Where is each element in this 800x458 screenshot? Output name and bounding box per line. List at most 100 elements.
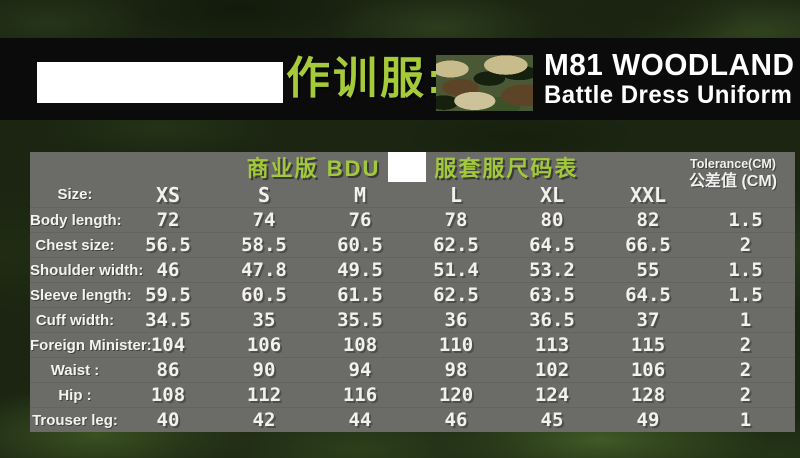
- measurement-row-label: Foreign Minister:: [30, 336, 152, 354]
- measurement-value: 53.2: [529, 259, 575, 281]
- measurement-value: 51.4: [433, 259, 479, 281]
- measurement-row-label: Trouser leg:: [32, 411, 118, 429]
- measurement-value: 60.5: [337, 234, 383, 256]
- measurement-value: 35: [252, 309, 276, 331]
- banner-title-line2: Battle Dress Uniform: [544, 81, 793, 109]
- measurement-value: 44: [348, 409, 372, 431]
- measurement-row-label: Shoulder width:: [30, 261, 144, 279]
- measurement-row: Trouser leg: 40 42 44 46 45 49 1: [30, 407, 795, 432]
- tolerance-value: 1.5: [728, 284, 763, 306]
- measurement-value: 64.5: [625, 284, 671, 306]
- measurement-row-label: Chest size:: [35, 236, 115, 254]
- measurement-value: 55: [636, 259, 660, 281]
- measurement-value: 90: [252, 359, 276, 381]
- measurement-value: 47.8: [241, 259, 287, 281]
- measurement-value: 64.5: [529, 234, 575, 256]
- measurement-row-label: Hip :: [58, 386, 92, 404]
- measurement-value: 46: [444, 409, 468, 431]
- banner-english-title: M81 WOODLAND Battle Dress Uniform: [544, 48, 794, 109]
- measurement-value: 42: [252, 409, 276, 431]
- measurement-value: 46: [156, 259, 180, 281]
- tolerance-value: 2: [739, 384, 752, 406]
- tolerance-value: 1.5: [728, 209, 763, 231]
- measurement-value: 120: [438, 384, 474, 406]
- measurement-value: 61.5: [337, 284, 383, 306]
- size-header-cell: L: [449, 182, 463, 207]
- measurement-value: 36: [444, 309, 468, 331]
- measurement-row: Chest size: 56.5 58.5 60.5 62.5 64.5 66.5 2: [30, 232, 795, 257]
- measurement-value: 113: [534, 334, 570, 356]
- tolerance-value: 2: [739, 334, 752, 356]
- measurement-value: 108: [342, 334, 378, 356]
- measurement-row: Hip : 108 112 116 120 124 128 2: [30, 382, 795, 407]
- measurement-row: Sleeve length: 59.5 60.5 61.5 62.5 63.5 64.5 1.…: [30, 282, 795, 307]
- measurement-value: 34.5: [145, 309, 191, 331]
- measurement-value: 78: [444, 209, 468, 231]
- size-header-row: Size: XS S M L XL XXL: [30, 182, 795, 207]
- size-header-cell: XS: [155, 182, 181, 207]
- measurement-row: Body length: 72 74 76 78 80 82 1.5: [30, 207, 795, 232]
- chart-title: 商业版 BDU 服套服尺码表: [30, 152, 795, 182]
- chart-title-right: 服套服尺码表: [434, 156, 579, 181]
- tolerance-value: 1: [739, 409, 752, 431]
- measurement-value: 124: [534, 384, 570, 406]
- size-row-label: Size:: [57, 186, 93, 203]
- measurement-row-label: Cuff width:: [35, 311, 115, 329]
- measurement-value: 98: [444, 359, 468, 381]
- measurement-value: 58.5: [241, 234, 287, 256]
- measurement-value: 37: [636, 309, 660, 331]
- measurement-value: 56.5: [145, 234, 191, 256]
- measurement-value: 35.5: [337, 309, 383, 331]
- measurement-row: Cuff width: 34.5 35 35.5 36 36.5 37 1: [30, 307, 795, 332]
- tolerance-value: 2: [739, 234, 752, 256]
- measurement-value: 45: [540, 409, 564, 431]
- measurement-value: 76: [348, 209, 372, 231]
- measurement-value: 36.5: [529, 309, 575, 331]
- banner-title-line1: M81 WOODLAND: [544, 47, 795, 82]
- measurement-value: 59.5: [145, 284, 191, 306]
- measurement-value: 49: [636, 409, 660, 431]
- size-header-cell: S: [257, 182, 271, 207]
- measurement-value: 40: [156, 409, 180, 431]
- measurement-value: 62.5: [433, 284, 479, 306]
- measurement-row-label: Body length:: [30, 211, 122, 229]
- measurement-value: 86: [156, 359, 180, 381]
- size-chart-panel: 商业版 BDU 服套服尺码表 Tolerance(CM) 公差值 (CM) Si…: [30, 152, 795, 432]
- measurement-value: 49.5: [337, 259, 383, 281]
- measurement-row: Foreign Minister: 104 106 108 110 113 115 2: [30, 332, 795, 357]
- size-header-cell: XXL: [629, 182, 667, 207]
- measurement-value: 102: [534, 359, 570, 381]
- tolerance-column-header: Tolerance(CM) 公差值 (CM): [673, 157, 793, 191]
- tolerance-value: 1.5: [728, 259, 763, 281]
- top-banner: 作训服: M81 WOODLAND Battle Dress Uniform: [0, 38, 800, 120]
- size-chart-grid: Size: XS S M L XL XXL Body length: 72 74 76 78 80 82 1…: [30, 182, 795, 432]
- chart-title-left: 商业版 BDU: [246, 156, 381, 181]
- banner-chinese-title: 作训服:: [286, 54, 445, 103]
- measurement-value: 80: [540, 209, 564, 231]
- measurement-value: 94: [348, 359, 372, 381]
- measurement-value: 115: [630, 334, 666, 356]
- tolerance-value: 2: [739, 359, 752, 381]
- tolerance-value: 1: [739, 309, 752, 331]
- measurement-value: 66.5: [625, 234, 671, 256]
- measurement-row: Waist : 86 90 94 98 102 106 2: [30, 357, 795, 382]
- censored-brand-box: [37, 62, 283, 103]
- censored-word-box: [388, 152, 427, 182]
- measurement-value: 74: [252, 209, 276, 231]
- measurement-value: 112: [246, 384, 282, 406]
- size-header-cell: XL: [539, 182, 565, 207]
- measurement-value: 62.5: [433, 234, 479, 256]
- measurement-value: 104: [150, 334, 186, 356]
- measurement-value: 108: [150, 384, 186, 406]
- measurement-value: 82: [636, 209, 660, 231]
- m81-camo-swatch: [436, 55, 533, 111]
- measurement-row-label: Waist :: [50, 361, 100, 379]
- measurement-value: 60.5: [241, 284, 287, 306]
- tolerance-header-en: Tolerance(CM): [690, 157, 776, 171]
- measurement-value: 110: [438, 334, 474, 356]
- measurement-value: 106: [246, 334, 282, 356]
- measurement-value: 106: [630, 359, 666, 381]
- size-header-cell: M: [353, 182, 367, 207]
- measurement-row-label: Sleeve length:: [30, 286, 132, 304]
- measurement-value: 72: [156, 209, 180, 231]
